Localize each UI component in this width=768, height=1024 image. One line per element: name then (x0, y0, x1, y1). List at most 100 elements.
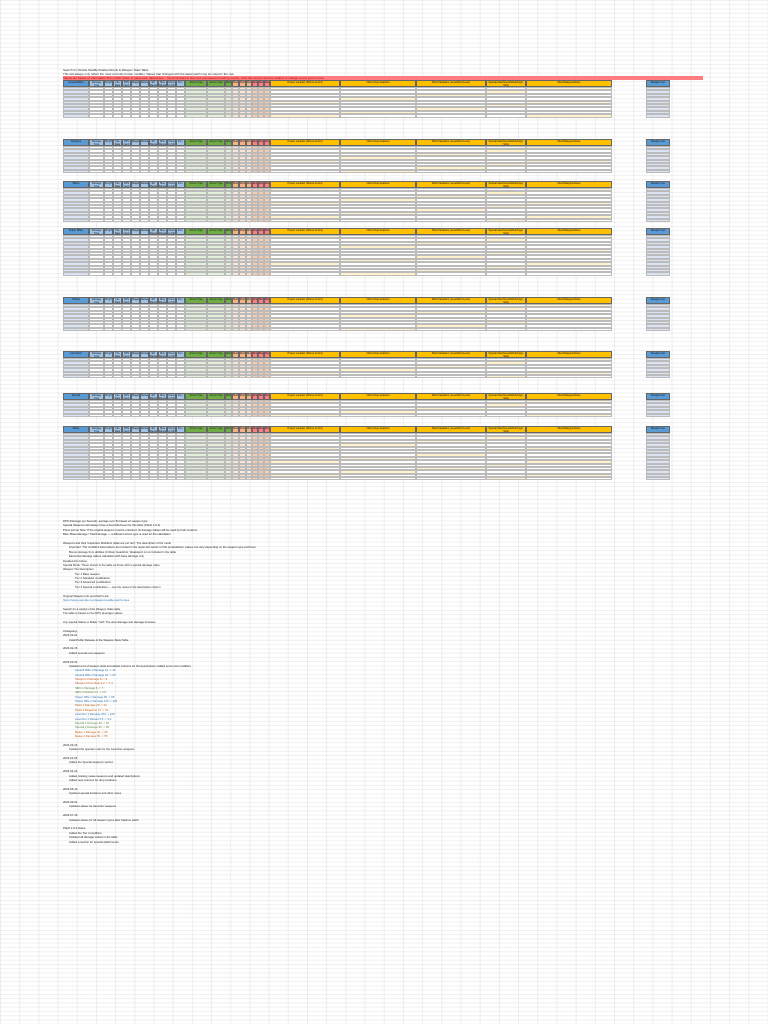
table-row[interactable] (63, 255, 708, 259)
table-cell[interactable] (149, 97, 158, 101)
table-cell[interactable] (258, 255, 264, 259)
table-cell[interactable] (416, 410, 486, 414)
table-cell[interactable] (176, 456, 185, 461)
table-cell[interactable] (340, 159, 416, 163)
table-cell[interactable] (526, 473, 612, 478)
table-cell[interactable] (270, 307, 340, 311)
table-cell[interactable] (207, 361, 225, 365)
table-cell[interactable] (646, 400, 670, 404)
table-cell[interactable] (486, 218, 526, 222)
table-cell[interactable] (416, 169, 486, 174)
table-cell[interactable] (246, 324, 252, 328)
table-cell[interactable] (416, 268, 486, 273)
table-cell[interactable] (122, 149, 131, 153)
table-cell[interactable] (246, 156, 252, 160)
table-cell[interactable] (258, 204, 264, 209)
table-cell[interactable] (340, 238, 416, 242)
table-cell[interactable] (140, 93, 149, 98)
table-cell[interactable] (167, 100, 176, 104)
table-cell[interactable] (252, 90, 258, 94)
table-cell[interactable] (264, 201, 270, 205)
table-cell[interactable] (131, 114, 140, 118)
table-cell[interactable] (185, 314, 207, 318)
table-cell[interactable] (264, 235, 270, 239)
table-cell[interactable] (149, 262, 158, 266)
table-cell[interactable] (122, 152, 131, 157)
table-cell[interactable] (258, 265, 264, 269)
table-cell[interactable] (526, 194, 612, 199)
table-cell[interactable] (526, 410, 612, 414)
table-cell[interactable] (131, 258, 140, 263)
table-cell[interactable] (239, 238, 246, 242)
table-cell[interactable] (122, 204, 131, 209)
table-cell[interactable] (239, 460, 246, 464)
table-row[interactable] (63, 477, 708, 481)
table-cell[interactable] (113, 403, 122, 407)
table-cell[interactable] (246, 439, 252, 444)
table-cell[interactable] (149, 235, 158, 239)
table-cell[interactable] (486, 100, 526, 104)
table-cell[interactable] (232, 188, 239, 192)
table-cell[interactable] (225, 191, 232, 195)
table-cell[interactable] (113, 307, 122, 311)
table-cell[interactable] (140, 262, 149, 266)
table-cell[interactable] (258, 146, 264, 150)
table-cell[interactable] (526, 241, 612, 246)
table-cell[interactable] (646, 262, 670, 266)
table-row[interactable] (63, 238, 708, 242)
table-cell[interactable] (158, 453, 167, 457)
table-cell[interactable] (258, 317, 264, 321)
table-cell[interactable] (225, 456, 232, 461)
table-cell[interactable] (89, 436, 104, 440)
table-cell[interactable] (63, 191, 89, 195)
table-cell[interactable] (225, 314, 232, 318)
table-cell[interactable] (270, 191, 340, 195)
table-cell[interactable] (340, 107, 416, 111)
table-cell[interactable] (104, 320, 113, 325)
table-cell[interactable] (176, 238, 185, 242)
table-cell[interactable] (149, 107, 158, 111)
table-cell[interactable] (232, 410, 239, 414)
table-cell[interactable] (232, 201, 239, 205)
table-cell[interactable] (176, 201, 185, 205)
table-cell[interactable] (264, 97, 270, 101)
table-cell[interactable] (131, 241, 140, 246)
table-cell[interactable] (258, 90, 264, 94)
table-cell[interactable] (104, 272, 113, 276)
table-cell[interactable] (258, 327, 264, 332)
table-cell[interactable] (122, 188, 131, 192)
table-cell[interactable] (167, 152, 176, 157)
table-cell[interactable] (270, 403, 340, 407)
table-cell[interactable] (270, 477, 340, 481)
table-cell[interactable] (104, 371, 113, 375)
table-cell[interactable] (158, 162, 167, 167)
table-row[interactable] (63, 162, 708, 167)
table-cell[interactable] (416, 191, 486, 195)
table-cell[interactable] (264, 307, 270, 311)
table-cell[interactable] (526, 324, 612, 328)
table-cell[interactable] (246, 238, 252, 242)
table-cell[interactable] (416, 198, 486, 202)
table-cell[interactable] (270, 114, 340, 118)
table-cell[interactable] (207, 149, 225, 153)
table-cell[interactable] (176, 327, 185, 332)
table-cell[interactable] (225, 241, 232, 246)
table-cell[interactable] (176, 114, 185, 118)
table-cell[interactable] (246, 211, 252, 216)
table-cell[interactable] (158, 470, 167, 474)
table-cell[interactable] (416, 110, 486, 115)
table-cell[interactable] (225, 446, 232, 450)
table-cell[interactable] (646, 310, 670, 315)
table-cell[interactable] (207, 314, 225, 318)
table-cell[interactable] (131, 443, 140, 447)
table-cell[interactable] (246, 87, 252, 91)
table-cell[interactable] (486, 258, 526, 263)
table-cell[interactable] (185, 371, 207, 375)
table-cell[interactable] (63, 114, 89, 118)
table-cell[interactable] (232, 324, 239, 328)
table-cell[interactable] (104, 194, 113, 199)
table-cell[interactable] (158, 265, 167, 269)
table-cell[interactable] (270, 272, 340, 276)
table-cell[interactable] (416, 188, 486, 192)
table-cell[interactable] (264, 371, 270, 375)
